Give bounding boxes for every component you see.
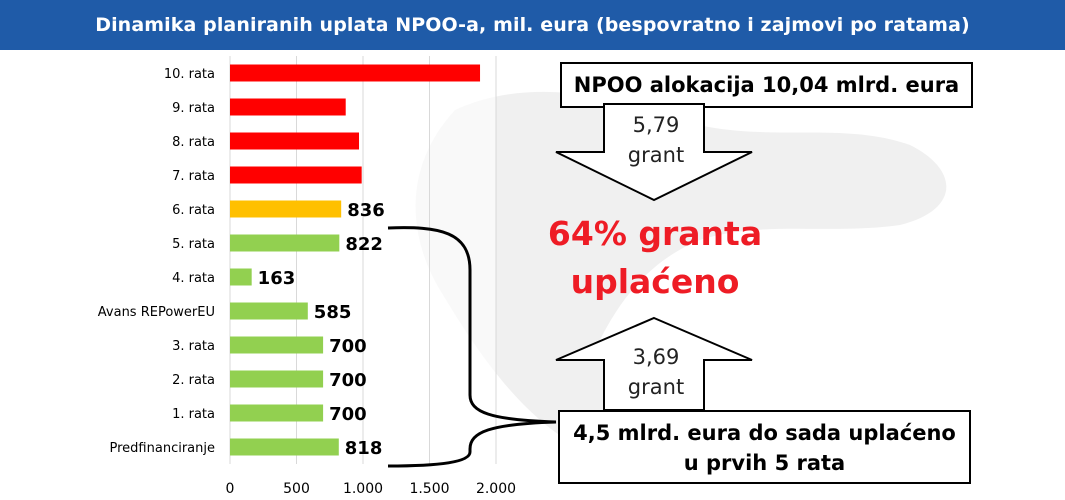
allocation-box: NPOO alokacija 10,04 mlrd. eura [560,62,973,108]
data-label: 700 [329,336,367,357]
data-label: 818 [345,438,383,459]
brace-icon [387,226,557,468]
paid-text: uplaćeno [570,262,740,301]
bar [230,336,324,354]
x-tick-label: 0 [226,481,235,497]
category-label: 9. rata [172,101,215,116]
data-label: 163 [258,268,296,289]
arrow-up-unit: grant [627,375,685,399]
category-label: 10. rata [164,67,215,82]
allocation-text: NPOO alokacija 10,04 mlrd. eura [573,73,960,97]
category-label: 3. rata [172,339,215,354]
bar-chart: 0 500 1.000 1.500 2.000 10. rata 9. rata 8. rat… [98,56,516,497]
arrow-down-icon [555,103,753,202]
arrow-down-unit: grant [627,143,685,167]
data-label: 700 [329,404,367,425]
arrow-up-label: 3,69 grant [606,342,706,402]
bar [230,302,308,320]
category-label: 2. rata [172,373,215,388]
bar [230,64,481,82]
bar [230,234,340,252]
data-label: 836 [347,200,385,221]
x-tick-label: 500 [283,481,310,497]
page-title-banner: Dinamika planiranih uplata NPOO-a, mil. … [0,0,1065,50]
category-label: 7. rata [172,169,215,184]
category-label: 5. rata [172,237,215,252]
category-label: Predfinanciranje [110,441,215,456]
x-tick-label: 1.000 [343,481,383,497]
x-tick-label: 2.000 [476,481,516,497]
data-label: 585 [314,302,352,323]
category-label: 8. rata [172,135,215,150]
page-title: Dinamika planiranih uplata NPOO-a, mil. … [95,14,970,36]
category-label: Avans REPowerEU [98,305,215,320]
bar [230,132,360,150]
category-label: 4. rata [172,271,215,286]
data-label: 822 [345,234,383,255]
croatia-map-watermark [415,91,947,476]
arrow-down-label: 5,79 grant [606,110,706,170]
bar [230,404,324,422]
bar [230,166,362,184]
bar [230,200,342,218]
x-tick-label: 1.500 [409,481,449,497]
data-label: 700 [329,370,367,391]
bar [230,268,252,286]
grant-percent-text: 64% granta [547,214,763,253]
bar [230,370,324,388]
paid-summary-box: 4,5 mlrd. eura do sada uplaćeno u prvih … [558,410,971,484]
arrow-up-value: 3,69 [632,345,680,369]
arrow-down-value: 5,79 [632,113,680,137]
bar [230,438,339,456]
paid-summary-line2: u prvih 5 rata [683,451,846,475]
category-label: 1. rata [172,407,215,422]
paid-summary-line1: 4,5 mlrd. eura do sada uplaćeno [573,421,956,445]
category-label: 6. rata [172,203,215,218]
bar [230,98,346,116]
